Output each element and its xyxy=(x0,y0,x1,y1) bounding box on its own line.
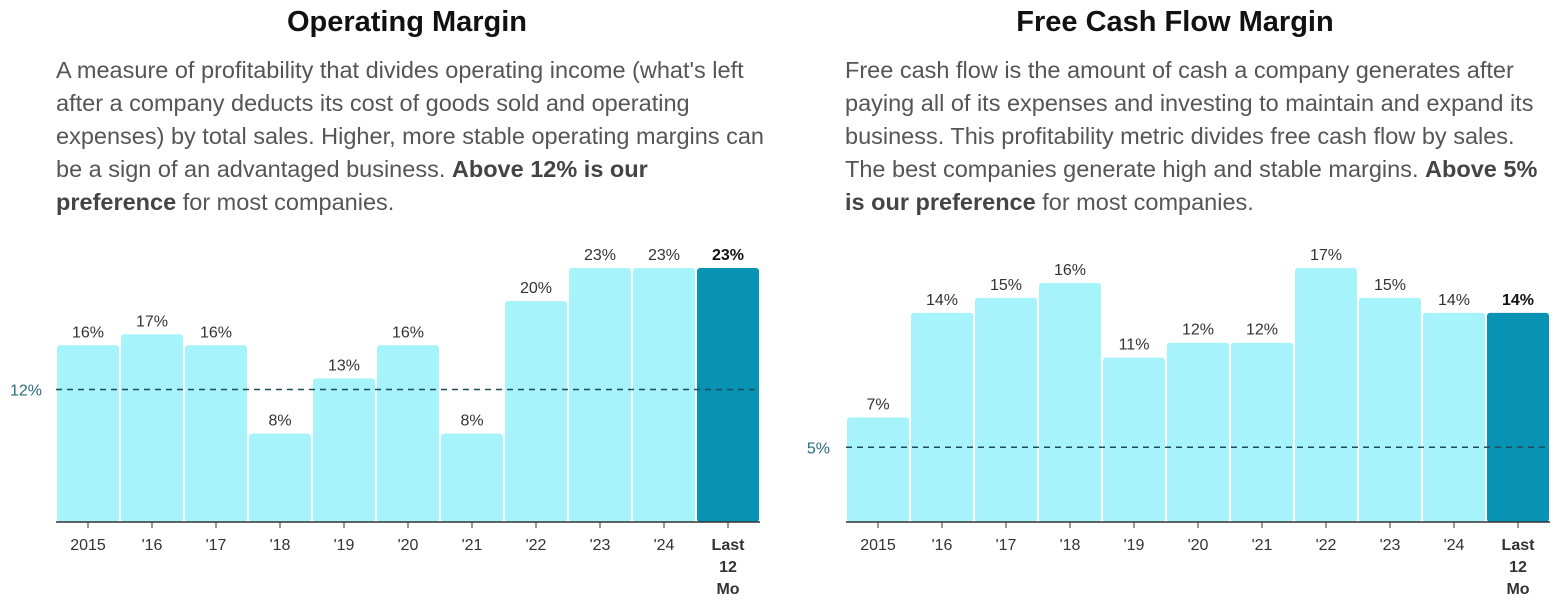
operating-margin-bar xyxy=(697,268,759,522)
fcf-margin-category-label: '16 xyxy=(932,537,953,554)
operating-margin-description: A measure of profitability that divides … xyxy=(56,54,766,219)
fcf-margin-category-label: '21 xyxy=(1252,537,1273,554)
fcf-margin-value-label: 16% xyxy=(1054,262,1086,279)
operating-margin-category-label: '24 xyxy=(654,537,675,554)
fcf-margin-bar xyxy=(911,312,973,522)
fcf-margin-category-label: '24 xyxy=(1444,537,1465,554)
operating-margin-value-label: 8% xyxy=(460,413,483,430)
fcf-margin-value-label: 14% xyxy=(1502,292,1534,309)
operating-margin-bar xyxy=(313,378,375,522)
fcf-margin-value-label: 17% xyxy=(1310,247,1342,264)
fcf-margin-bar xyxy=(1103,357,1165,522)
operating-margin-value-label: 16% xyxy=(72,324,104,341)
operating-margin-category-label: '23 xyxy=(590,537,611,554)
operating-margin-bar xyxy=(633,268,695,522)
operating-margin-bar xyxy=(185,345,247,522)
operating-margin-category-label: '22 xyxy=(526,537,547,554)
fcf-margin-value-label: 15% xyxy=(990,277,1022,294)
fcf-margin-bar xyxy=(1359,297,1421,522)
fcf-margin-title: Free Cash Flow Margin xyxy=(1016,6,1334,38)
fcf-margin-category-label: '20 xyxy=(1188,537,1209,554)
operating-margin-value-label: 23% xyxy=(584,247,616,264)
fcf-margin-category-label: Last 12 Mo xyxy=(1502,537,1536,598)
operating-margin-title: Operating Margin xyxy=(286,6,528,38)
operating-margin-bar xyxy=(121,334,183,522)
fcf-margin-chart: 7% 2015 14% '16 15% '17 16% '18 11% '19 12% '20 12% '… xyxy=(807,247,1550,598)
operating-margin-category-label: '18 xyxy=(270,537,291,554)
fcf-margin-preference: Above 5% is our preference xyxy=(845,156,1538,215)
fcf-margin-bar xyxy=(1039,282,1101,522)
operating-margin-category-label: '17 xyxy=(206,537,227,554)
operating-margin-category-label: Last 12 Mo xyxy=(712,537,746,598)
operating-margin-bar xyxy=(377,345,439,522)
fcf-margin-value-label: 14% xyxy=(1438,292,1470,309)
operating-margin-bar xyxy=(505,301,567,522)
fcf-margin-desc-text: Free cash flow is the amount of cash a c… xyxy=(845,57,1534,182)
fcf-margin-value-label: 11% xyxy=(1119,337,1150,354)
operating-margin-panel: Operating Margin A measure of profitabil… xyxy=(0,0,764,614)
fcf-margin-description: Free cash flow is the amount of cash a c… xyxy=(845,54,1555,219)
fcf-margin-bar xyxy=(1423,312,1485,522)
operating-margin-value-label: 20% xyxy=(520,280,552,297)
operating-margin-category-label: '16 xyxy=(142,537,163,554)
operating-margin-value-label: 23% xyxy=(712,247,744,264)
fcf-margin-category-label: '22 xyxy=(1316,537,1337,554)
operating-margin-bar xyxy=(249,433,311,522)
operating-margin-chart: 16% 2015 17% '16 16% '17 8% '18 13% '19 16% '20 8% '2… xyxy=(10,247,760,598)
fcf-margin-bar xyxy=(847,417,909,522)
fcf-margin-category-label: '17 xyxy=(996,537,1017,554)
fcf-margin-category-label: 2015 xyxy=(860,537,896,554)
fcf-margin-bar xyxy=(1295,268,1357,522)
operating-margin-category-label: '21 xyxy=(462,537,483,554)
operating-margin-desc-text: A measure of profitability that divides … xyxy=(56,57,764,182)
fcf-margin-value-label: 12% xyxy=(1182,322,1214,339)
fcf-margin-bar xyxy=(1231,342,1293,522)
operating-margin-category-label: 2015 xyxy=(70,537,106,554)
operating-margin-value-label: 16% xyxy=(200,324,232,341)
fcf-margin-bar xyxy=(1167,342,1229,522)
operating-margin-category-label: '19 xyxy=(334,537,355,554)
fcf-margin-bar xyxy=(1487,312,1549,522)
fcf-margin-value-label: 14% xyxy=(926,292,958,309)
operating-margin-value-label: 13% xyxy=(328,357,360,374)
operating-margin-bar xyxy=(569,268,631,522)
fcf-margin-value-label: 12% xyxy=(1246,322,1278,339)
operating-margin-reference-label: 12% xyxy=(10,382,42,399)
operating-margin-desc-tail: for most companies. xyxy=(176,189,395,215)
fcf-margin-category-label: '18 xyxy=(1060,537,1081,554)
operating-margin-value-label: 8% xyxy=(268,413,291,430)
fcf-margin-panel: Free Cash Flow Margin Free cash flow is … xyxy=(790,0,1550,614)
operating-margin-bar xyxy=(57,345,119,522)
operating-margin-value-label: 17% xyxy=(136,313,168,330)
operating-margin-category-label: '20 xyxy=(398,537,419,554)
fcf-margin-value-label: 7% xyxy=(866,396,889,413)
fcf-margin-reference-label: 5% xyxy=(807,440,830,457)
operating-margin-value-label: 16% xyxy=(392,324,424,341)
operating-margin-value-label: 23% xyxy=(648,247,680,264)
fcf-margin-value-label: 15% xyxy=(1374,277,1406,294)
fcf-margin-category-label: '23 xyxy=(1380,537,1401,554)
fcf-margin-bar xyxy=(975,297,1037,522)
fcf-margin-category-label: '19 xyxy=(1124,537,1145,554)
fcf-margin-desc-tail: for most companies. xyxy=(1035,189,1254,215)
operating-margin-preference: Above 12% is our preference xyxy=(56,156,648,215)
operating-margin-bar xyxy=(441,433,503,522)
